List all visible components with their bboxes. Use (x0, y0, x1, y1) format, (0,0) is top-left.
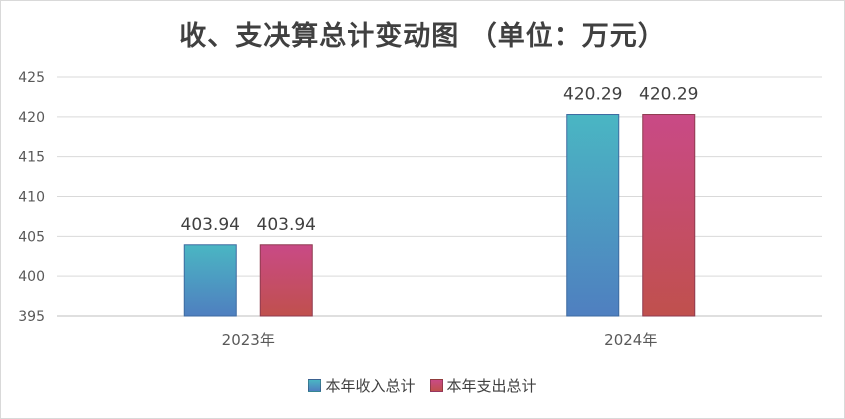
legend-swatch-income (308, 379, 322, 392)
legend-swatch-expense (429, 379, 443, 392)
x-tick-label: 2023年 (222, 331, 275, 349)
legend-label-income: 本年收入总计 (325, 377, 416, 395)
legend-item-expense: 本年支出总计 (429, 375, 537, 396)
y-tick-label: 415 (18, 150, 45, 166)
y-tick-label: 400 (18, 269, 45, 285)
x-tick-label: 2024年 (604, 331, 657, 349)
y-tick-label: 395 (18, 309, 45, 325)
y-tick-label: 425 (18, 70, 45, 86)
bar (642, 114, 696, 317)
legend-label-expense: 本年支出总计 (446, 377, 537, 395)
chart-title: 收、支决算总计变动图 （单位：万元） (179, 21, 666, 52)
legend-item-income: 本年收入总计 (308, 375, 416, 396)
y-tick-label: 410 (18, 190, 45, 206)
bar (183, 244, 237, 317)
bar-value-label: 420.29 (563, 85, 622, 105)
y-tick-label: 420 (18, 110, 45, 126)
bar (259, 244, 313, 317)
bar-value-label: 403.94 (181, 215, 240, 235)
bar-value-label: 420.29 (639, 85, 698, 105)
bar (566, 114, 620, 317)
y-tick-label: 405 (18, 229, 45, 245)
bar-value-label: 403.94 (257, 215, 316, 235)
chart-legend: 本年收入总计 本年支出总计 (0, 375, 845, 396)
